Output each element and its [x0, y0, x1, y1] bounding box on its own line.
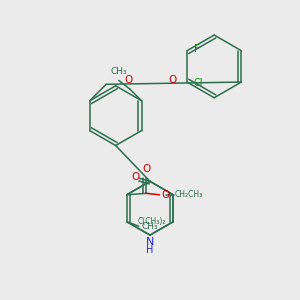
Text: H: H	[146, 245, 154, 255]
Text: CH₂CH₃: CH₂CH₃	[175, 190, 203, 199]
Text: O: O	[124, 75, 133, 85]
Text: CH₃: CH₃	[141, 222, 158, 231]
Text: C(CH₃)₂: C(CH₃)₂	[137, 217, 166, 226]
Text: O: O	[168, 75, 176, 85]
Text: O: O	[142, 164, 150, 174]
Text: N: N	[146, 237, 154, 247]
Text: O: O	[131, 172, 139, 182]
Text: F: F	[194, 44, 200, 54]
Text: Cl: Cl	[194, 78, 203, 88]
Text: O: O	[162, 190, 170, 200]
Text: CH₃: CH₃	[110, 67, 127, 76]
